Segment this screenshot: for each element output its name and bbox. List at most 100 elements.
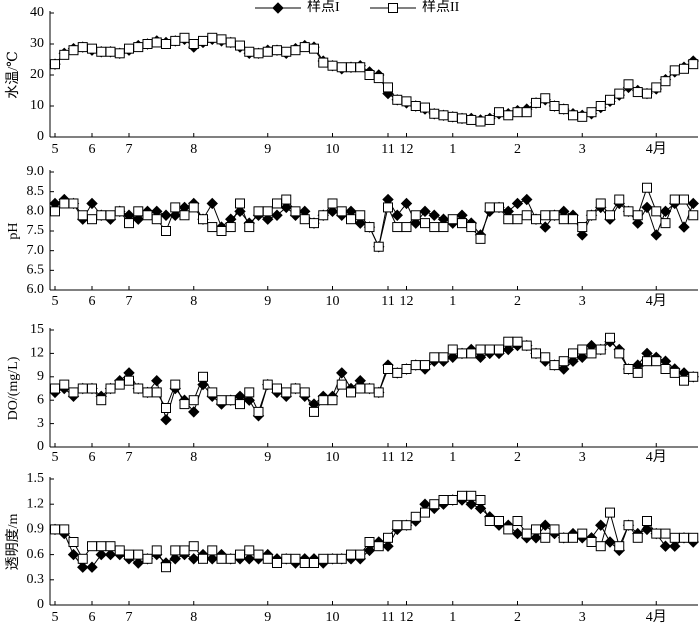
point bbox=[179, 545, 190, 556]
point bbox=[87, 43, 97, 54]
x-tick-label: 7 bbox=[126, 610, 133, 625]
point bbox=[429, 499, 440, 510]
point bbox=[383, 82, 393, 93]
point bbox=[623, 79, 634, 90]
point bbox=[327, 395, 338, 406]
point bbox=[234, 205, 246, 218]
point bbox=[540, 352, 551, 363]
point bbox=[558, 532, 569, 543]
point bbox=[558, 214, 569, 225]
y-tick-label: 9.0 bbox=[27, 164, 45, 179]
point bbox=[124, 43, 134, 54]
point bbox=[290, 383, 301, 394]
point bbox=[96, 46, 107, 57]
point bbox=[484, 344, 495, 355]
point bbox=[530, 532, 542, 544]
x-tick-label: 10 bbox=[326, 610, 340, 625]
point bbox=[521, 340, 532, 351]
x-tick-label: 2 bbox=[514, 294, 521, 309]
x-tick-label: 9 bbox=[264, 142, 271, 157]
point bbox=[539, 519, 551, 531]
point bbox=[355, 549, 366, 560]
point bbox=[262, 553, 273, 564]
point bbox=[206, 197, 218, 210]
point bbox=[281, 46, 292, 57]
point bbox=[114, 379, 125, 390]
point bbox=[105, 46, 116, 57]
point bbox=[605, 210, 615, 221]
point bbox=[179, 32, 190, 43]
point bbox=[420, 218, 430, 229]
point bbox=[151, 37, 162, 48]
point bbox=[614, 348, 625, 359]
point bbox=[346, 549, 356, 560]
point bbox=[96, 395, 107, 406]
point bbox=[586, 210, 597, 221]
point bbox=[466, 348, 477, 359]
point bbox=[688, 210, 699, 221]
point bbox=[68, 537, 79, 547]
x-tick-label: 8 bbox=[190, 610, 197, 625]
point bbox=[244, 545, 255, 556]
x-tick-label: 1 bbox=[449, 294, 456, 309]
point bbox=[253, 406, 264, 417]
point bbox=[318, 553, 329, 564]
point bbox=[614, 541, 625, 552]
point bbox=[346, 62, 356, 73]
point bbox=[318, 395, 329, 406]
point bbox=[151, 387, 162, 398]
x-tick-label: 11 bbox=[381, 610, 394, 625]
point bbox=[170, 379, 181, 390]
point bbox=[429, 108, 440, 119]
x-tick-label: 12 bbox=[400, 450, 414, 465]
point bbox=[87, 214, 97, 225]
x-tick-label: 4月 bbox=[646, 293, 667, 309]
point bbox=[68, 387, 79, 398]
point bbox=[216, 395, 227, 406]
x-tick-label: 9 bbox=[264, 450, 271, 465]
point bbox=[161, 39, 171, 49]
x-tick-label: 6 bbox=[89, 450, 96, 465]
x-tick-label: 10 bbox=[326, 450, 340, 465]
point bbox=[364, 537, 375, 547]
point bbox=[373, 541, 384, 552]
point bbox=[503, 110, 514, 121]
x-tick-label: 7 bbox=[126, 142, 133, 157]
y-tick-label: 6.5 bbox=[27, 263, 45, 278]
y-tick-label: 10 bbox=[30, 98, 44, 113]
point bbox=[521, 210, 532, 221]
x-tick-label: 4月 bbox=[646, 449, 667, 465]
x-tick-label: 9 bbox=[264, 610, 271, 625]
point bbox=[299, 387, 310, 398]
point bbox=[669, 194, 680, 205]
point bbox=[503, 214, 514, 225]
point bbox=[309, 558, 319, 568]
point bbox=[539, 221, 551, 233]
point bbox=[679, 194, 689, 205]
point bbox=[244, 387, 255, 398]
point bbox=[410, 217, 422, 229]
point bbox=[290, 206, 301, 217]
point bbox=[225, 395, 236, 406]
point bbox=[179, 399, 190, 410]
point bbox=[272, 45, 282, 56]
point bbox=[373, 387, 384, 398]
point bbox=[216, 226, 227, 236]
point bbox=[651, 206, 662, 217]
point bbox=[309, 43, 319, 54]
point bbox=[142, 553, 153, 564]
point bbox=[567, 355, 579, 367]
legend-marker bbox=[388, 3, 398, 13]
y-tick-label: 15 bbox=[30, 322, 44, 337]
point bbox=[549, 210, 560, 221]
point bbox=[401, 520, 412, 531]
point bbox=[447, 344, 458, 355]
point bbox=[641, 201, 653, 214]
point bbox=[660, 76, 671, 87]
point bbox=[586, 537, 597, 547]
point bbox=[326, 205, 339, 218]
point bbox=[336, 62, 347, 73]
point bbox=[281, 553, 292, 564]
point bbox=[614, 88, 625, 99]
point bbox=[595, 344, 606, 355]
